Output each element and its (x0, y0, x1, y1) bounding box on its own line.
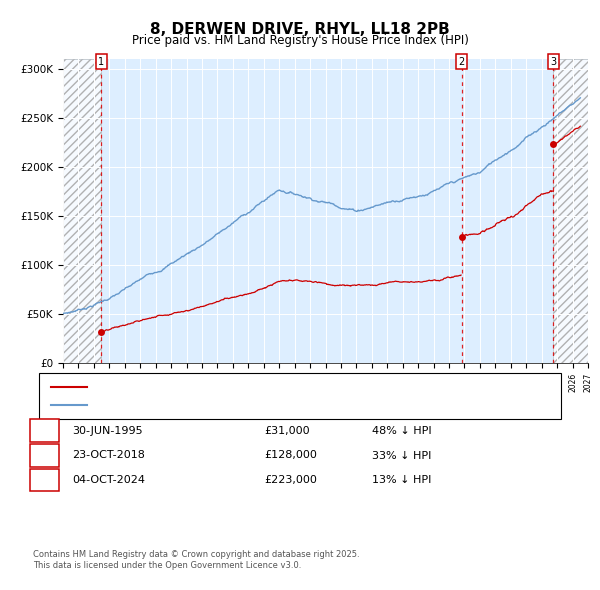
Text: 30-JUN-1995: 30-JUN-1995 (72, 426, 143, 435)
Point (97, 327, 106, 337)
Text: 33% ↓ HPI: 33% ↓ HPI (372, 451, 431, 460)
Text: This data is licensed under the Open Government Licence v3.0.: This data is licensed under the Open Gov… (33, 560, 301, 569)
Point (548, 140, 558, 149)
Bar (553, 59, 588, 363)
Text: HPI: Average price, detached house, Denbighshire: HPI: Average price, detached house, Denb… (93, 399, 355, 409)
Text: £223,000: £223,000 (264, 476, 317, 485)
Text: 8, DERWEN DRIVE, RHYL, LL18 2PB: 8, DERWEN DRIVE, RHYL, LL18 2PB (150, 22, 450, 37)
Text: 2: 2 (41, 451, 48, 460)
Text: 13% ↓ HPI: 13% ↓ HPI (372, 476, 431, 485)
Text: Contains HM Land Registry data © Crown copyright and database right 2025.: Contains HM Land Registry data © Crown c… (33, 550, 359, 559)
Bar (63, 59, 101, 363)
Point (457, 232, 466, 242)
Text: Price paid vs. HM Land Registry's House Price Index (HPI): Price paid vs. HM Land Registry's House … (131, 34, 469, 47)
Text: £31,000: £31,000 (264, 426, 310, 435)
Text: 1: 1 (41, 426, 48, 435)
Text: 8, DERWEN DRIVE, RHYL, LL18 2PB (detached house): 8, DERWEN DRIVE, RHYL, LL18 2PB (detache… (93, 382, 370, 392)
Text: 04-OCT-2024: 04-OCT-2024 (72, 476, 145, 485)
Text: £128,000: £128,000 (264, 451, 317, 460)
Text: 23-OCT-2018: 23-OCT-2018 (72, 451, 145, 460)
Text: 3: 3 (550, 57, 556, 67)
Text: 2: 2 (458, 57, 464, 67)
Text: 1: 1 (98, 57, 104, 67)
Text: 48% ↓ HPI: 48% ↓ HPI (372, 426, 431, 435)
Text: 3: 3 (41, 476, 48, 485)
